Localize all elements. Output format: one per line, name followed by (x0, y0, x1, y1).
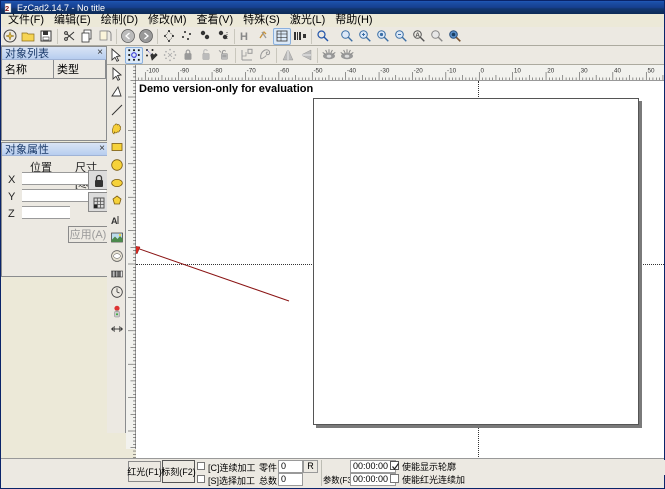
svg-text:2: 2 (5, 4, 9, 13)
svg-text:-50: -50 (313, 68, 323, 75)
svg-text:A: A (415, 32, 420, 39)
svg-text:-30: -30 (380, 68, 390, 75)
svg-text:50: 50 (647, 68, 655, 75)
svg-text:40: 40 (614, 68, 622, 75)
svg-text:-40: -40 (347, 68, 357, 75)
svg-text:-20: -20 (414, 68, 424, 75)
svg-text:-70: -70 (247, 68, 257, 75)
svg-text:-60: -60 (280, 68, 290, 75)
svg-text:-80: -80 (213, 68, 223, 75)
svg-text:20: 20 (547, 68, 555, 75)
svg-text:H: H (240, 31, 248, 43)
svg-text:A: A (111, 216, 118, 226)
svg-text:-10: -10 (447, 68, 457, 75)
svg-text:30: 30 (581, 68, 589, 75)
svg-text:0: 0 (480, 68, 484, 75)
svg-text:-100: -100 (146, 68, 159, 75)
svg-text:-90: -90 (180, 68, 190, 75)
svg-text:10: 10 (514, 68, 522, 75)
